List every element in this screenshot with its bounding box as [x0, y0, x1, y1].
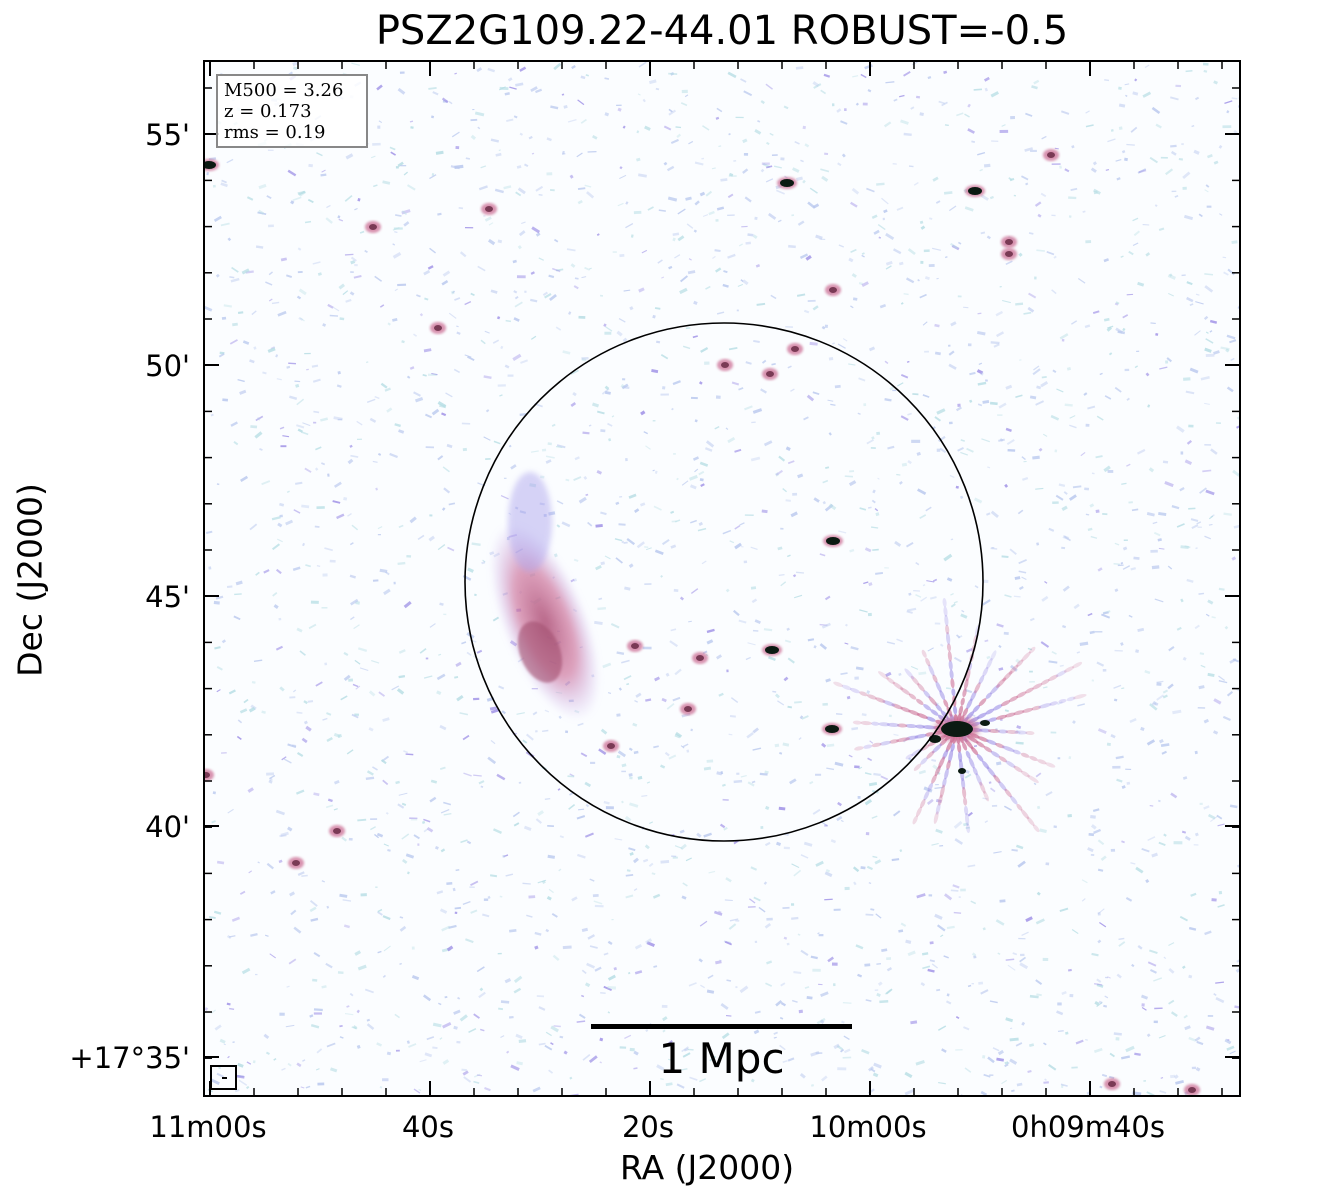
axis-ticks	[205, 62, 1239, 1095]
ytick-label: 40'	[145, 810, 190, 844]
r500-circle	[464, 322, 984, 842]
ytick-label: +17°35'	[69, 1041, 190, 1075]
radio-image-panel	[203, 60, 1241, 1097]
scale-bar	[591, 1024, 852, 1029]
m500-text: M500 = 3.26	[224, 80, 344, 101]
cluster-info-box: M500 = 3.26 z = 0.173 rms = 0.19	[216, 74, 368, 148]
ytick-label: 45'	[145, 580, 190, 614]
diffuse-relic-emission	[489, 472, 601, 721]
beam-shape	[222, 1077, 227, 1079]
radio-map	[205, 62, 1239, 1095]
noise-speckle	[205, 62, 1239, 1095]
y-axis-label: Dec (J2000)	[10, 483, 50, 677]
rms-text: rms = 0.19	[224, 122, 326, 143]
compact-sources	[205, 149, 1200, 1095]
x-axis-label: RA (J2000)	[620, 1148, 795, 1187]
xtick-label: 40s	[401, 1110, 454, 1144]
ytick-label: 55'	[145, 118, 190, 152]
xtick-label: 11m00s	[149, 1110, 267, 1144]
scale-bar-label: 1 Mpc	[658, 1034, 785, 1083]
plot-title: PSZ2G109.22-44.01 ROBUST=-0.5	[375, 8, 1069, 54]
beam-indicator	[210, 1065, 237, 1090]
bright-source-artifacts	[833, 598, 1087, 834]
xtick-label: 10m00s	[809, 1110, 927, 1144]
redshift-text: z = 0.173	[224, 101, 312, 122]
xtick-label: 20s	[621, 1110, 674, 1144]
ytick-label: 50'	[145, 349, 190, 383]
xtick-label: 0h09m40s	[1011, 1110, 1165, 1144]
